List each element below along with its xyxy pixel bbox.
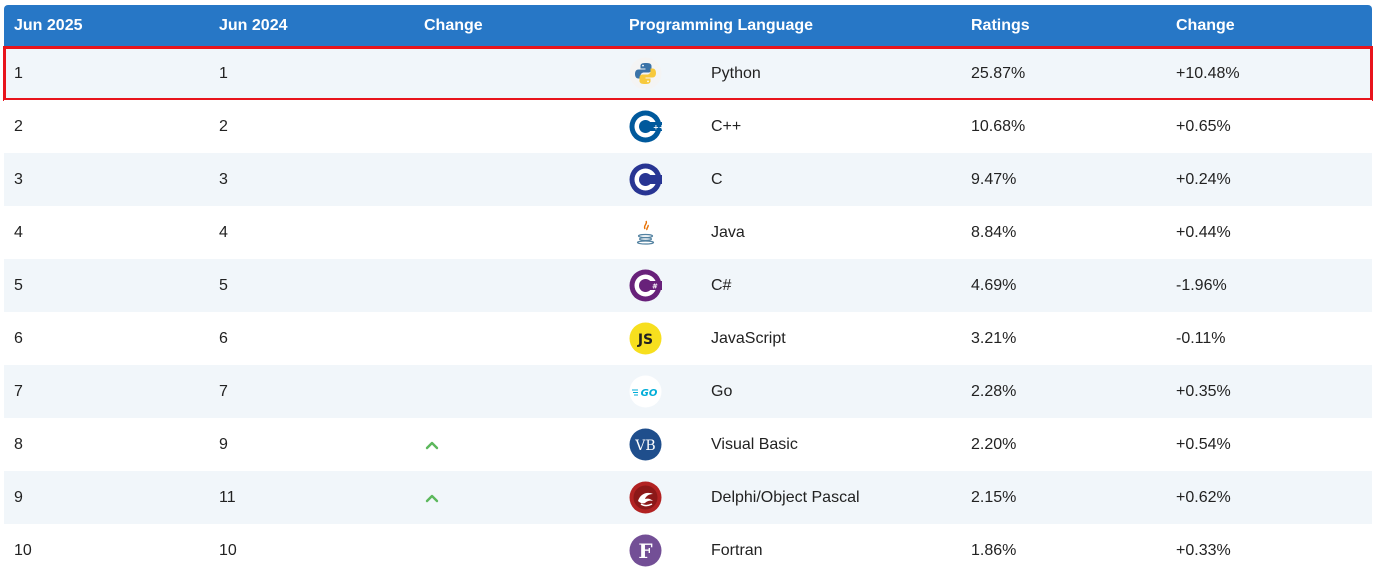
table-row[interactable]: 2 2 ++ C++ 10.68% +0.65%: [4, 100, 1372, 153]
python-logo-icon: [629, 57, 662, 90]
rating-change: +0.24%: [1176, 171, 1231, 188]
rank-last-year: 1: [219, 65, 228, 82]
table-row[interactable]: 1 1 Python 25.87% +10.48%: [3, 46, 1373, 101]
language-name: Delphi/Object Pascal: [711, 489, 860, 506]
go-logo-icon: GO: [629, 375, 662, 408]
rank-this-year: 5: [14, 277, 23, 294]
javascript-logo-icon: JS: [629, 322, 662, 355]
rating-change: +10.48%: [1176, 65, 1240, 82]
table-row[interactable]: 8 9 VB Visual Basic 2.20% +0.54%: [4, 418, 1372, 471]
rating-value: 3.21%: [971, 330, 1017, 347]
table-row[interactable]: 9 11 Delphi/Object Pascal 2.15% +0.62%: [4, 471, 1372, 524]
table-row[interactable]: 10 10 F Fortran 1.86% +0.33%: [4, 524, 1372, 577]
table-row[interactable]: 7 7 GO Go 2.28% +0.35%: [4, 365, 1372, 418]
rating-value: 2.28%: [971, 383, 1017, 400]
rating-change: -1.96%: [1176, 277, 1227, 294]
table-body: 1 1 Python 25.87% +10.48% 2 2 ++ C++ 10.68% +0.65%…: [3, 46, 1373, 577]
rank-last-year: 3: [219, 171, 228, 188]
svg-text:GO: GO: [641, 388, 658, 399]
table-row[interactable]: 4 4 Java 8.84% +0.44%: [4, 206, 1372, 259]
delphi-logo-icon: [629, 481, 662, 514]
rating-change: +0.62%: [1176, 489, 1231, 506]
svg-text:JS: JS: [637, 332, 653, 348]
rank-this-year: 2: [14, 118, 23, 135]
language-name: Python: [711, 65, 761, 82]
table-header: Jun 2025 Jun 2024 Change Programming Lan…: [4, 5, 1372, 47]
rating-value: 8.84%: [971, 224, 1017, 241]
rank-this-year: 10: [14, 542, 32, 559]
rating-value: 25.87%: [971, 65, 1026, 82]
rating-change: +0.54%: [1176, 436, 1231, 453]
language-name: Java: [711, 224, 745, 241]
svg-text:#: #: [652, 283, 658, 291]
rank-this-year: 6: [14, 330, 23, 347]
svg-text:F: F: [638, 539, 652, 563]
rank-last-year: 6: [219, 330, 228, 347]
visual-basic-logo-icon: VB: [629, 428, 662, 461]
rank-last-year: 2: [219, 118, 228, 135]
rating-change: +0.35%: [1176, 383, 1231, 400]
language-name: C++: [711, 118, 742, 135]
trend-up-icon: [425, 491, 439, 503]
rank-this-year: 7: [14, 383, 23, 400]
language-name: JavaScript: [711, 330, 786, 347]
header-ratings[interactable]: Ratings: [971, 17, 1030, 34]
svg-text:VB: VB: [634, 438, 655, 454]
rank-this-year: 4: [14, 224, 23, 241]
header-change[interactable]: Change: [424, 17, 483, 34]
header-last-year[interactable]: Jun 2024: [219, 17, 288, 34]
header-rating-change[interactable]: Change: [1176, 17, 1235, 34]
csharp-logo-icon: #: [629, 269, 662, 302]
rank-last-year: 5: [219, 277, 228, 294]
trend-up-icon: [425, 438, 439, 450]
rating-value: 1.86%: [971, 542, 1017, 559]
rating-change: +0.44%: [1176, 224, 1231, 241]
language-name: Fortran: [711, 542, 763, 559]
language-name: Go: [711, 383, 733, 400]
rating-value: 4.69%: [971, 277, 1017, 294]
rating-change: +0.65%: [1176, 118, 1231, 135]
rank-this-year: 8: [14, 436, 23, 453]
rating-value: 10.68%: [971, 118, 1026, 135]
rating-change: -0.11%: [1176, 330, 1226, 347]
rank-this-year: 3: [14, 171, 23, 188]
rating-value: 9.47%: [971, 171, 1017, 188]
rank-this-year: 1: [14, 65, 23, 82]
rank-last-year: 10: [219, 542, 237, 559]
rating-value: 2.15%: [971, 489, 1017, 506]
table-row[interactable]: 6 6 JS JavaScript 3.21% -0.11%: [4, 312, 1372, 365]
language-name: C: [711, 171, 723, 188]
language-name: Visual Basic: [711, 436, 798, 453]
table-row[interactable]: 5 5 # C# 4.69% -1.96%: [4, 259, 1372, 312]
c-logo-icon: [629, 163, 662, 196]
table-row[interactable]: 3 3 C 9.47% +0.24%: [4, 153, 1372, 206]
language-name: C#: [711, 277, 732, 294]
svg-text:++: ++: [653, 124, 662, 132]
rating-change: +0.33%: [1176, 542, 1231, 559]
header-this-year[interactable]: Jun 2025: [14, 17, 83, 34]
rank-this-year: 9: [14, 489, 23, 506]
rank-last-year: 11: [219, 489, 236, 506]
java-logo-icon: [629, 216, 662, 249]
rating-value: 2.20%: [971, 436, 1017, 453]
rank-last-year: 4: [219, 224, 228, 241]
cpp-logo-icon: ++: [629, 110, 662, 143]
rank-last-year: 9: [219, 436, 228, 453]
tiobe-index-table: Jun 2025 Jun 2024 Change Programming Lan…: [3, 5, 1373, 577]
fortran-logo-icon: F: [629, 534, 662, 567]
header-language[interactable]: Programming Language: [629, 17, 814, 34]
rank-last-year: 7: [219, 383, 228, 400]
